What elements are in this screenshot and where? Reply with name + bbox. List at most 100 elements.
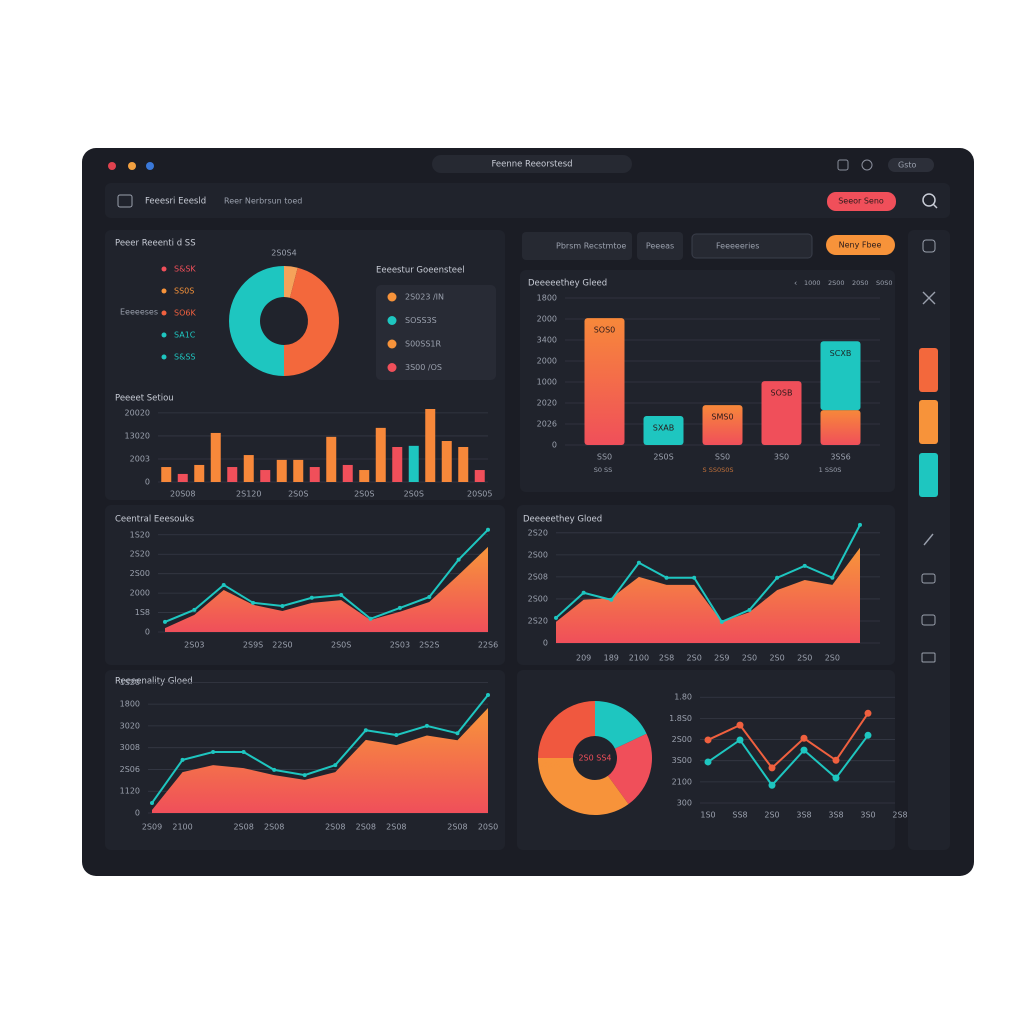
chart-title: Ceentral Eeesouks xyxy=(115,515,195,525)
legend-dot xyxy=(387,363,397,372)
y-tick-label: 2S00 xyxy=(528,594,548,603)
chart-label: 2S0S4 xyxy=(271,249,296,258)
x-tick-label: 2S08 xyxy=(325,823,345,832)
y-tick-label: 2S20 xyxy=(528,528,548,537)
x-tick-label: 2S08 xyxy=(356,823,376,832)
icon[interactable] xyxy=(861,159,873,171)
line-point xyxy=(832,756,840,764)
primary-button[interactable] xyxy=(827,192,896,211)
sidebar-swatch[interactable] xyxy=(919,348,938,392)
donut-slice xyxy=(607,733,652,805)
search-icon[interactable] xyxy=(922,193,936,207)
dropdown[interactable] xyxy=(691,233,813,259)
search-icon xyxy=(932,203,938,209)
bar xyxy=(227,467,238,482)
window-title: Feenne Reeorstesd xyxy=(491,160,572,170)
action-button-label: Neny Fbee xyxy=(839,241,882,250)
legend-label: S&SK xyxy=(174,265,196,274)
x-tick-label: 2S03 xyxy=(390,641,410,650)
legend-label: 2S023 /IN xyxy=(405,293,444,302)
bar xyxy=(425,408,436,482)
line-point xyxy=(302,773,307,778)
y-tick-label: 3008 xyxy=(120,743,140,752)
range-label: 1000 xyxy=(804,279,821,287)
center-label: 2S0 SS4 xyxy=(578,754,611,763)
legend-label: 3S00 /OS xyxy=(405,363,442,372)
x-tick-label: 3S0 xyxy=(860,811,875,820)
max-dot[interactable] xyxy=(146,162,154,170)
x-tick-label: SS8 xyxy=(732,811,747,820)
line-point xyxy=(251,600,256,605)
line-point xyxy=(221,582,226,587)
line-point xyxy=(704,736,712,744)
button[interactable] xyxy=(637,232,683,260)
icon[interactable] xyxy=(837,159,849,171)
x-tick-label: 2S08 xyxy=(447,823,467,832)
min-dot[interactable] xyxy=(128,162,136,170)
line-point xyxy=(180,757,185,762)
bar-segment xyxy=(820,341,861,411)
y-tick-label: 1.80 xyxy=(674,693,692,702)
action-button[interactable] xyxy=(826,235,895,255)
line-point xyxy=(456,557,461,562)
y-tick-label: 3S00 xyxy=(672,756,692,765)
icon[interactable] xyxy=(922,239,936,253)
donut-slice xyxy=(538,701,595,758)
line xyxy=(707,712,869,770)
line-point xyxy=(636,560,641,565)
icon[interactable] xyxy=(921,614,936,626)
y-tick-label: 300 xyxy=(677,799,692,808)
line-point xyxy=(397,605,402,610)
close-dot[interactable] xyxy=(108,162,116,170)
line-point xyxy=(864,731,872,739)
header xyxy=(105,183,950,218)
bar xyxy=(342,464,353,482)
bar xyxy=(260,470,271,482)
x-tick-label: 2S0 xyxy=(687,654,702,663)
title-pill xyxy=(432,155,632,173)
y-tick-label: 2S06 xyxy=(120,765,140,774)
close-icon[interactable] xyxy=(922,291,936,305)
line-point xyxy=(280,603,285,608)
x-tick-label: 2S0 xyxy=(797,654,812,663)
bar xyxy=(375,427,386,482)
sidebar-swatch[interactable] xyxy=(919,453,938,497)
line-point xyxy=(775,575,780,580)
x-tick-label: 2S0S xyxy=(354,490,374,499)
x-tick-label: 2S0S xyxy=(288,490,308,499)
bar xyxy=(474,470,485,482)
icon[interactable] xyxy=(921,573,936,584)
line-point xyxy=(719,619,724,624)
legend-box xyxy=(376,285,496,380)
area xyxy=(152,708,488,813)
y-tick-label: 1000 xyxy=(537,378,557,387)
y-tick-label: 0 xyxy=(145,628,150,637)
line-point xyxy=(163,619,167,624)
user-pill[interactable] xyxy=(888,158,934,172)
tab[interactable] xyxy=(522,232,632,260)
x-tick-label: 3SS6 xyxy=(830,453,850,462)
x-tick-label: 189 xyxy=(604,654,619,663)
bar xyxy=(408,445,419,482)
legend-dot xyxy=(387,339,397,349)
y-tick-label: 1800 xyxy=(537,294,557,303)
line-point xyxy=(736,721,744,729)
line-point xyxy=(192,607,197,612)
range-label: S0S0 xyxy=(876,279,893,287)
donut-slice xyxy=(229,266,284,376)
line-point xyxy=(427,595,432,599)
icon[interactable] xyxy=(921,652,936,663)
y-tick-label: 2000 xyxy=(537,315,557,324)
icon[interactable] xyxy=(923,533,934,546)
line-point xyxy=(363,728,368,733)
legend-dot xyxy=(161,354,167,360)
donut-slice xyxy=(284,267,339,376)
x-tick-label: 2S2S xyxy=(419,641,439,650)
line-point xyxy=(309,595,314,600)
x-tick-label: 2100 xyxy=(629,654,649,663)
line xyxy=(164,529,489,623)
y-tick-label: 2S00 xyxy=(672,735,692,744)
chart-title: Reeeenality Gloed xyxy=(115,677,193,687)
y-tick-label: 1S20 xyxy=(130,530,150,539)
sidebar-swatch[interactable] xyxy=(919,400,938,444)
